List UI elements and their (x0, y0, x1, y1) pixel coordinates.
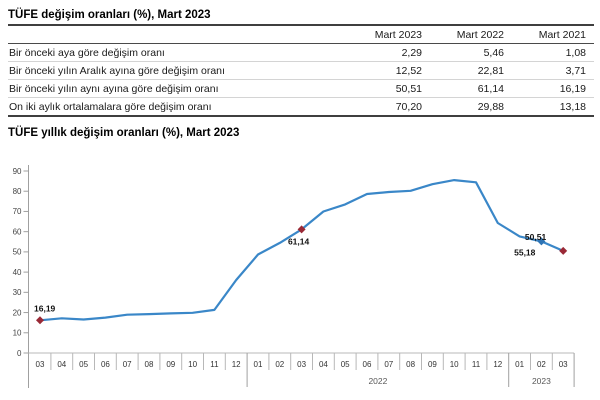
month-label: 10 (188, 360, 197, 369)
month-label: 06 (363, 360, 372, 369)
row-label: Bir önceki yılın Aralık ayına göre değiş… (8, 61, 348, 80)
y-tick-label: 40 (13, 268, 22, 277)
month-label: 09 (428, 360, 437, 369)
cell-value: 50,51 (348, 79, 430, 98)
y-tick-label: 50 (13, 248, 22, 257)
month-label: 12 (493, 360, 502, 369)
y-tick-label: 30 (13, 288, 22, 297)
cpi-change-table-block: TÜFE değişim oranları (%), Mart 2023 Mar… (8, 9, 594, 117)
month-label: 02 (275, 360, 284, 369)
month-label: 01 (254, 360, 263, 369)
table-row: Bir önceki aya göre değişim oranı 2,29 5,4… (8, 43, 594, 62)
cell-value: 5,46 (430, 43, 512, 62)
month-label: 09 (166, 360, 175, 369)
data-point-label: 50,51 (525, 232, 547, 242)
month-label: 02 (537, 360, 546, 369)
month-label: 07 (384, 360, 393, 369)
month-label: 07 (123, 360, 132, 369)
column-header: Mart 2021 (512, 26, 594, 44)
month-label: 11 (472, 360, 481, 369)
month-label: 01 (515, 360, 524, 369)
data-point-label: 16,19 (34, 303, 56, 313)
corner-cell (8, 26, 348, 44)
month-label: 04 (57, 360, 66, 369)
data-point-label: 61,14 (288, 236, 310, 246)
y-tick-label: 0 (17, 349, 22, 358)
cell-value: 16,19 (512, 79, 594, 98)
cell-value: 29,88 (430, 97, 512, 117)
data-point-marker (36, 316, 44, 325)
row-label: On iki aylık ortalamalara göre değişim o… (8, 97, 348, 117)
cpi-line-series (38, 179, 565, 322)
month-label: 03 (297, 360, 306, 369)
month-label: 12 (232, 360, 241, 369)
data-point-marker (537, 237, 546, 246)
month-label: 03 (36, 360, 45, 369)
month-label: 05 (341, 360, 350, 369)
y-tick-label: 20 (13, 308, 22, 317)
month-label: 11 (210, 360, 219, 369)
cell-value: 13,18 (512, 97, 594, 117)
y-tick-label: 80 (13, 187, 22, 196)
month-label: 06 (101, 360, 110, 369)
y-tick-label: 10 (13, 329, 22, 338)
table-header: Mart 2023 Mart 2022 Mart 2021 (8, 26, 594, 44)
month-label: 08 (406, 360, 415, 369)
table-row: Bir önceki yılın aynı ayına göre değişim… (8, 79, 594, 98)
year-label: 2022 (368, 376, 387, 386)
data-point-marker (297, 225, 306, 234)
table-title: TÜFE değişim oranları (%), Mart 2023 (8, 9, 594, 26)
y-tick-label: 70 (13, 207, 22, 216)
cell-value: 61,14 (430, 79, 512, 98)
column-header: Mart 2023 (348, 26, 430, 44)
table-body: Bir önceki aya göre değişim oranı 2,29 5,4… (8, 43, 594, 117)
cell-value: 70,20 (348, 97, 430, 117)
cell-value: 12,52 (348, 61, 430, 80)
table-row: On iki aylık ortalamalara göre değişim o… (8, 97, 594, 117)
data-point-marker (559, 246, 568, 255)
row-label: Bir önceki yılın aynı ayına göre değişim… (8, 79, 348, 98)
row-label: Bir önceki aya göre değişim oranı (8, 43, 348, 62)
month-label: 03 (559, 360, 568, 369)
month-label: 10 (450, 360, 459, 369)
data-point-label: 55,18 (514, 247, 536, 257)
chart-title: TÜFE yıllık değişim oranları (%), Mart 2… (8, 127, 240, 139)
y-tick-label: 60 (13, 227, 22, 236)
cell-value: 1,08 (512, 43, 594, 62)
column-header: Mart 2022 (430, 26, 512, 44)
month-label: 04 (319, 360, 328, 369)
y-tick-label: 90 (13, 167, 22, 176)
cell-value: 2,29 (348, 43, 430, 62)
month-label: 08 (145, 360, 154, 369)
month-label: 05 (79, 360, 88, 369)
cell-value: 3,71 (512, 61, 594, 80)
year-label: 2023 (532, 376, 551, 386)
table-row: Bir önceki yılın Aralık ayına göre değiş… (8, 61, 594, 80)
cell-value: 22,81 (430, 61, 512, 80)
cpi-change-table: Mart 2023 Mart 2022 Mart 2021 Bir önceki a… (8, 26, 594, 117)
